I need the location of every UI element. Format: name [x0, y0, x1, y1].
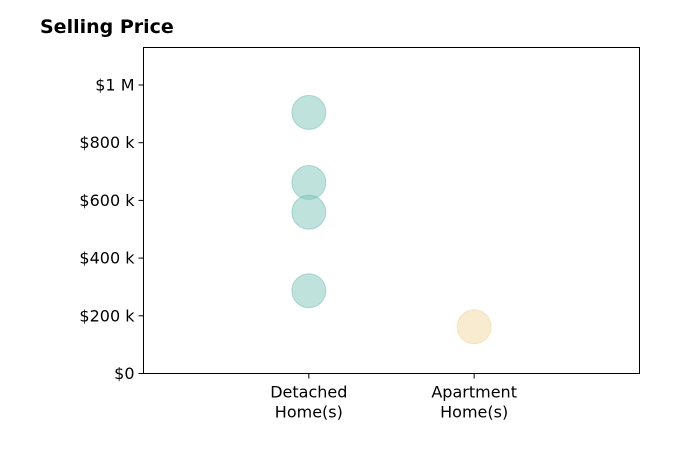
points-layer [291, 94, 492, 345]
data-point [291, 273, 327, 309]
y-tick-label: $800 k [79, 133, 135, 152]
y-tick-label: $0 [114, 364, 134, 383]
data-point [291, 94, 327, 130]
y-tick-label: $1 M [95, 76, 134, 95]
plot-frame [143, 47, 640, 374]
data-point [291, 194, 327, 230]
x-tick-label: Apartment Home(s) [431, 383, 517, 422]
y-tick-label: $200 k [79, 306, 135, 325]
y-tick-label: $600 k [79, 191, 135, 210]
data-point [456, 309, 492, 345]
x-tick-label: Detached Home(s) [270, 383, 347, 422]
data-point [291, 165, 327, 201]
y-tick-label: $400 k [79, 249, 135, 268]
y-axis: $0 $200 k $400 k $600 k $800 k $1 M [79, 76, 144, 383]
x-axis: Detached Home(s) Apartment Home(s) [270, 373, 517, 422]
chart-title: Selling Price [40, 16, 174, 38]
